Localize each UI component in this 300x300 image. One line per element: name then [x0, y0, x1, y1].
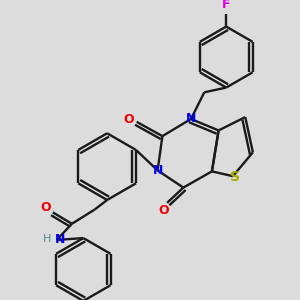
Text: H: H [43, 234, 51, 244]
Text: F: F [222, 0, 230, 11]
Text: S: S [230, 170, 240, 184]
Text: O: O [158, 204, 169, 217]
Text: N: N [152, 164, 163, 177]
Text: N: N [186, 112, 196, 125]
Text: O: O [124, 113, 134, 126]
Text: O: O [41, 201, 52, 214]
Text: N: N [55, 233, 66, 247]
